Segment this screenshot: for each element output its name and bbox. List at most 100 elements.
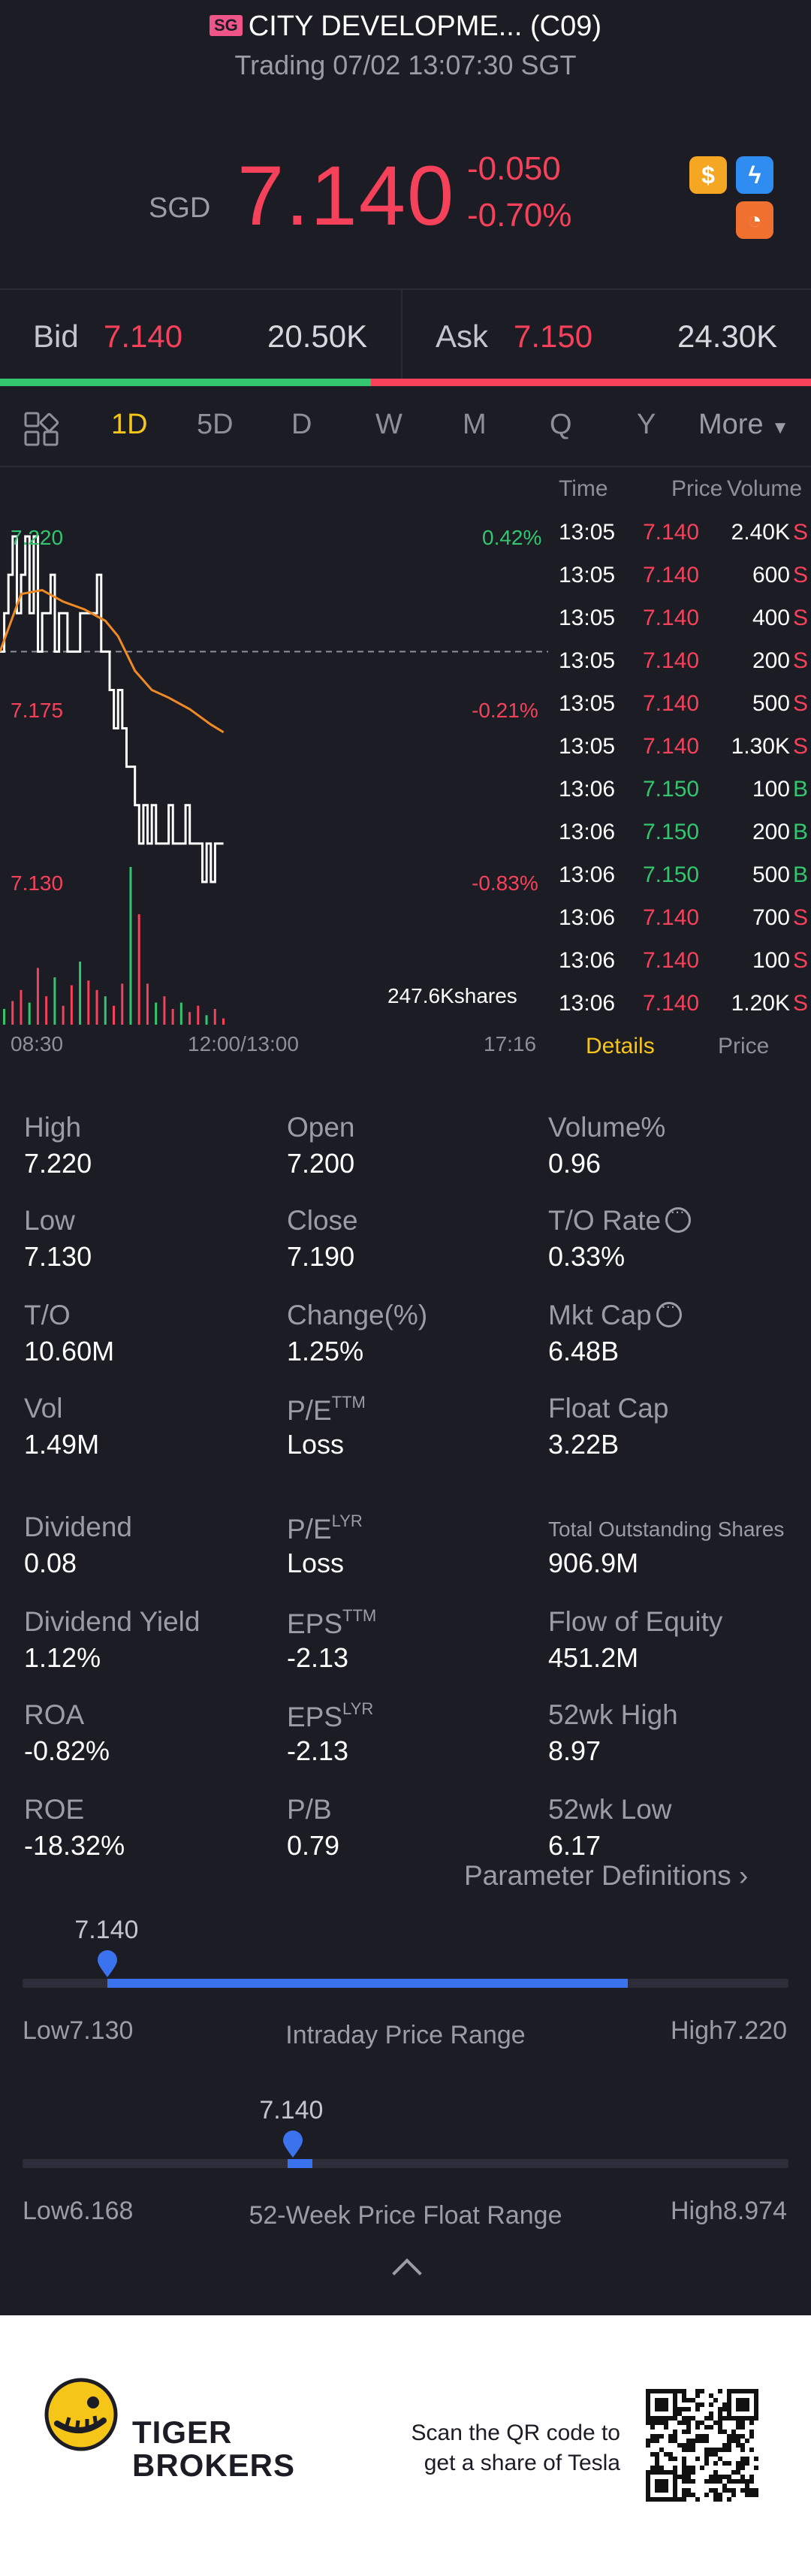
ts-volume: 200 [752, 648, 790, 673]
ask-price: 7.150 [514, 319, 593, 354]
dollar-icon[interactable]: $ [689, 156, 727, 194]
parameter-definitions-link[interactable]: Parameter Definitions › [464, 1860, 748, 1892]
volume-bar [171, 1009, 174, 1025]
tab-q[interactable]: Q [550, 409, 572, 440]
tab-d[interactable]: D [291, 409, 312, 440]
stat-to-rate-value: 0.33% [548, 1241, 626, 1272]
tab-5d[interactable]: 5D [197, 409, 234, 440]
stat-close-value: 7.190 [287, 1241, 355, 1272]
ts-side: S [792, 648, 808, 673]
scan-text-line1: Scan the QR code to [411, 2420, 621, 2445]
chart-low-pct-label: -0.83% [472, 871, 538, 895]
ts-price: 7.140 [643, 648, 700, 673]
stat-low-value: 7.130 [24, 1241, 92, 1272]
stat-roe-value: -18.32% [24, 1830, 125, 1861]
ts-volume: 100 [752, 948, 790, 973]
week52-low-label: Low6.168 [23, 2197, 134, 2225]
time-sales-row: 13:06 7.140 1.20K S [556, 991, 811, 1034]
tab-price[interactable]: Price [718, 1034, 770, 1058]
ts-price: 7.140 [643, 691, 700, 716]
stat-to-label: T/O [24, 1300, 71, 1330]
ts-time: 13:06 [559, 905, 616, 930]
volume-bar [213, 1009, 216, 1025]
volume-bar [28, 1002, 31, 1025]
tab-y[interactable]: Y [637, 409, 656, 440]
volume-bar [62, 1005, 65, 1025]
ts-price: 7.140 [643, 563, 700, 587]
intraday-range-fill [107, 1979, 628, 1988]
grid-layout-icon[interactable] [23, 410, 60, 448]
tab-more-label: More [698, 409, 764, 440]
stat-mkt-cap-label: Mkt Cap [548, 1300, 652, 1330]
stat-pe-ttm-value: Loss [287, 1429, 345, 1460]
stat-change-label: Change(%) [287, 1300, 428, 1330]
time-sales-row: 13:06 7.150 200 B [556, 820, 811, 862]
chevron-up-icon[interactable] [392, 2258, 422, 2288]
volume-bar [121, 983, 124, 1025]
volume-bar [113, 1005, 115, 1025]
ts-header-price: Price [671, 476, 723, 501]
ts-time: 13:06 [559, 948, 616, 973]
bid-size: 20.50K [267, 319, 368, 354]
chart-time-mid: 12:00/13:00 [188, 1032, 299, 1055]
ts-time: 13:05 [559, 563, 616, 587]
info-icon[interactable] [656, 1297, 682, 1327]
stat-roe-label: ROE [24, 1794, 85, 1825]
currency-label: SGD [149, 192, 211, 224]
ts-time: 13:06 [559, 991, 616, 1016]
week52-current-value: 7.140 [259, 2096, 324, 2125]
chart-lines [0, 535, 548, 883]
chart-mid-price-label: 7.175 [11, 699, 64, 722]
week52-high-label: High8.974 [670, 2197, 787, 2225]
intraday-low-label: Low7.130 [23, 2016, 134, 2045]
tab-m[interactable]: M [463, 409, 487, 440]
tab-1d[interactable]: 1D [111, 409, 148, 440]
stat-52wk-high-label: 52wk High [548, 1699, 678, 1730]
tab-more[interactable]: More ▼ [698, 409, 789, 441]
tab-details[interactable]: Details [586, 1034, 655, 1058]
volume-bar [70, 985, 73, 1025]
ts-time: 13:05 [559, 691, 616, 716]
bid-ask-divider [401, 288, 402, 380]
flash-icon[interactable]: ϟ [736, 156, 773, 194]
stat-div-yield-value: 1.12% [24, 1642, 101, 1673]
map-pin-icon [283, 2131, 303, 2158]
tab-w[interactable]: W [375, 409, 402, 440]
volume-bar [79, 962, 82, 1025]
chevron-right-icon: › [739, 1860, 749, 1891]
stat-pb-label: P/B [287, 1794, 332, 1825]
ts-header-time: Time [559, 476, 608, 501]
volume-bars [3, 867, 225, 1025]
bid-ask-panel [0, 288, 811, 388]
ts-time: 13:05 [559, 734, 616, 759]
volume-bar [205, 1015, 208, 1025]
ts-side: B [792, 820, 808, 844]
stat-mkt-cap[interactable]: Mkt Cap [548, 1297, 682, 1331]
ts-price: 7.140 [643, 991, 700, 1016]
qr-code [646, 2389, 758, 2502]
ts-side: S [792, 520, 808, 545]
volume-bar [45, 996, 48, 1025]
last-price: 7.140 [237, 149, 456, 243]
time-sales-row: 13:05 7.140 2.40K S [556, 520, 811, 563]
caret-down-icon: ▼ [771, 418, 789, 438]
time-sales-row: 13:05 7.140 400 S [556, 605, 811, 648]
ts-price: 7.150 [643, 820, 700, 844]
time-sales-row: 13:05 7.140 600 S [556, 563, 811, 605]
chart-high-price-label: 7.220 [11, 526, 64, 549]
ts-side: S [792, 948, 808, 973]
brand-name-line1: TIGER [132, 2414, 233, 2450]
pie-chart-icon[interactable]: ◔ [736, 201, 773, 239]
stat-to-rate-label: T/O Rate [548, 1205, 662, 1236]
info-icon[interactable] [665, 1202, 692, 1233]
intraday-chart[interactable] [0, 469, 556, 1062]
stat-open-value: 7.200 [287, 1148, 355, 1179]
ts-volume: 600 [752, 563, 790, 587]
bid-price: 7.140 [104, 319, 183, 354]
volume-bar [188, 1012, 191, 1025]
stat-to-rate[interactable]: T/O Rate [548, 1202, 692, 1237]
time-sales-row: 13:05 7.140 200 S [556, 648, 811, 691]
stat-to-value: 10.60M [24, 1336, 115, 1367]
market-badge: SG [210, 15, 243, 36]
chart-low-price-label: 7.130 [11, 871, 64, 895]
